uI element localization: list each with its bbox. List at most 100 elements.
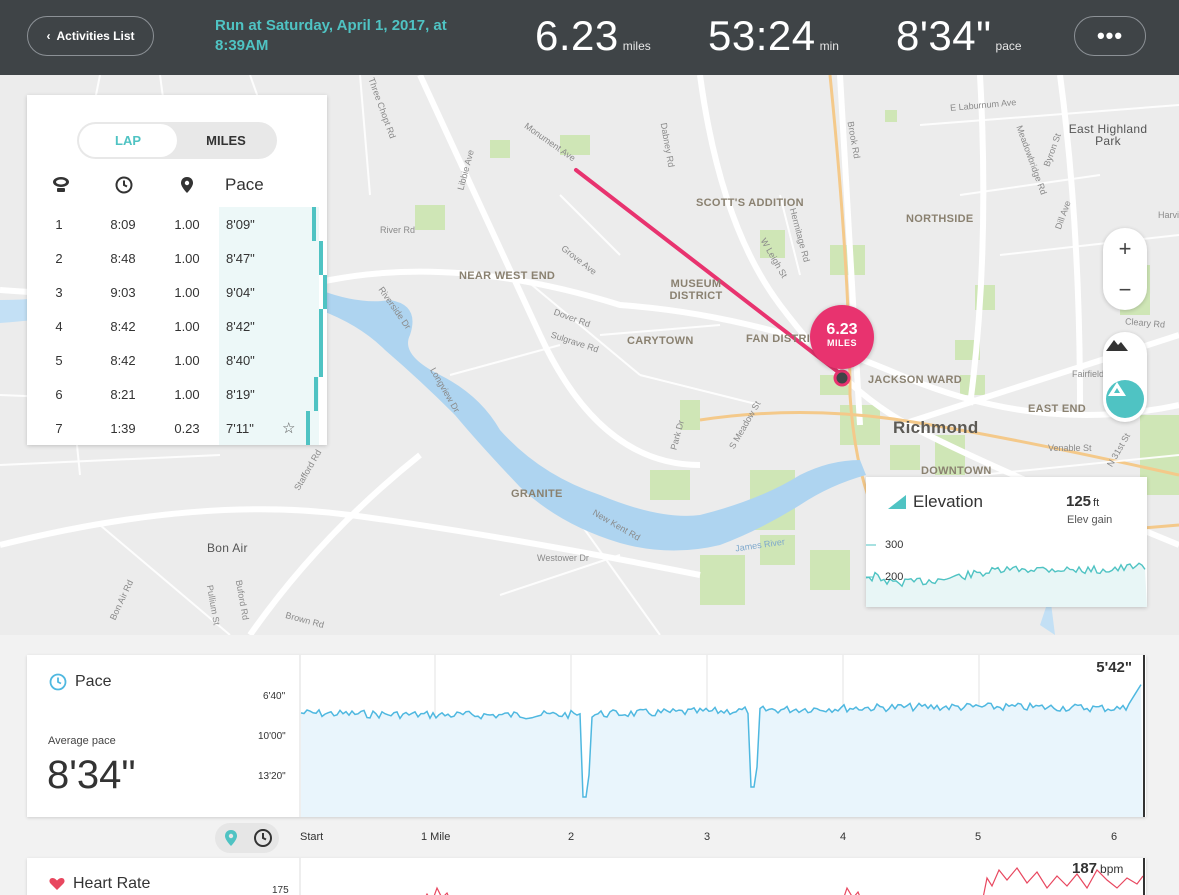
heart-rate-title: Heart Rate — [49, 875, 150, 893]
pace-value: 8'34" — [896, 12, 992, 59]
lap-pace: 8'42" — [219, 309, 319, 343]
distance-time-toggle — [215, 823, 279, 853]
clock-icon — [112, 173, 136, 197]
label-museum-district: MUSEUM DISTRICT — [669, 278, 723, 302]
elevation-gain-value: 125 — [1066, 493, 1092, 510]
heart-rate-max-value: 187 — [1072, 860, 1098, 877]
lap-row[interactable]: 5 8:42 1.00 8'40" — [27, 343, 327, 377]
miles-tab[interactable]: MILES — [206, 133, 246, 148]
lap-distance: 1.00 — [174, 386, 200, 402]
mountain-icon — [1106, 340, 1128, 351]
pace-chart[interactable] — [27, 655, 1146, 817]
duration-unit: min — [819, 39, 839, 53]
x-label-1: 1 Mile — [421, 831, 451, 843]
distance-marker[interactable]: 6.23 MILES — [810, 305, 874, 369]
x-label-start: Start — [300, 831, 324, 843]
lap-pace: 7'11" — [219, 411, 319, 445]
lap-distance: 1.00 — [174, 318, 200, 334]
elevation-tick-200: 200 — [885, 571, 904, 583]
lap-distance: 1.00 — [174, 216, 200, 232]
lap-distance: 1.00 — [174, 284, 200, 300]
clock-icon — [254, 829, 272, 847]
marker-distance-unit: MILES — [826, 338, 857, 348]
elevation-chart — [866, 544, 1147, 607]
label-northside: NORTHSIDE — [906, 213, 974, 225]
lap-pace-bar — [319, 241, 323, 275]
label-jackson-ward: JACKSON WARD — [868, 374, 963, 386]
lap-time: 8:09 — [110, 216, 136, 232]
label-richmond: Richmond — [893, 418, 979, 437]
label-east-highland-park: East Highland Park — [1068, 122, 1148, 148]
elevation-gain: 125 ft — [1066, 493, 1099, 510]
lap-number: 7 — [55, 420, 63, 436]
street-fairfield: Fairfield — [1072, 369, 1105, 379]
lap-stopwatch-icon — [49, 173, 73, 197]
activity-header: ‹ Activities List Run at Saturday, April… — [0, 0, 1179, 75]
pace-ytick-0: 6'40" — [263, 691, 286, 702]
zoom-in-button[interactable]: + — [1118, 235, 1132, 261]
street-river: River Rd — [380, 225, 416, 235]
lap-pace-bar — [319, 343, 323, 377]
x-label-2: 2 — [568, 831, 575, 843]
distance-axis-button[interactable] — [219, 826, 243, 850]
elevation-marker-icon — [1108, 382, 1126, 396]
lap-time: 8:42 — [110, 352, 136, 368]
label-fan-district: FAN DISTRI — [746, 333, 811, 345]
lap-time: 1:39 — [110, 420, 136, 436]
marker-distance-value: 6.23 — [826, 321, 858, 338]
heart-rate-chart[interactable] — [27, 858, 1146, 895]
lap-tab[interactable]: LAP — [79, 124, 177, 157]
heart-rate-max-unit: bpm — [1100, 862, 1124, 876]
label-carytown: CARYTOWN — [627, 335, 694, 347]
lap-pace: 8'47" — [219, 241, 319, 275]
lap-pace: 9'04" — [219, 275, 319, 309]
pace-max-value: 5'42" — [1096, 659, 1132, 676]
duration-value: 53:24 — [708, 12, 816, 59]
lap-pace: 8'09" — [219, 207, 319, 241]
lap-row[interactable]: 7 1:39 0.23 7'11" ☆ — [27, 411, 327, 445]
pace-chart-title: Pace — [49, 673, 111, 691]
lap-row[interactable]: 4 8:42 1.00 8'42" — [27, 309, 327, 343]
lap-time: 8:48 — [110, 250, 136, 266]
star-icon[interactable]: ☆ — [282, 420, 296, 437]
heart-icon — [49, 878, 65, 890]
pace-chart-card: Pace Average pace 8'34" 6'40" 10'00" 13'… — [27, 655, 1146, 817]
run-title: Run at Saturday, April 1, 2017, at 8:39A… — [215, 17, 447, 54]
street-westower: Westower Dr — [537, 553, 589, 563]
lap-row[interactable]: 6 8:21 1.00 8'19" — [27, 377, 327, 411]
elevation-icon — [888, 495, 906, 509]
label-downtown: DOWNTOWN — [921, 465, 992, 477]
pace-stat: 8'34" pace — [896, 12, 1022, 60]
zoom-out-button[interactable]: − — [1118, 276, 1132, 302]
lap-pace: 8'19" — [219, 377, 319, 411]
elevation-tick-300: 300 — [885, 539, 904, 551]
lap-number: 2 — [55, 250, 63, 266]
elevation-panel: Elevation 125 ft Elev gain 300 200 — [866, 477, 1147, 607]
label-east-end: EAST END — [1028, 403, 1087, 415]
lap-number: 3 — [55, 284, 63, 300]
x-label-4: 4 — [840, 831, 847, 843]
distance-value: 6.23 — [535, 12, 619, 59]
elevation-layer-button[interactable] — [1106, 380, 1144, 418]
activities-list-button[interactable]: ‹ Activities List — [27, 16, 154, 56]
lap-row[interactable]: 3 9:03 1.00 9'04" — [27, 275, 327, 309]
lap-pace-bar — [306, 411, 310, 445]
laps-panel: LAP MILES Pace 1 8:09 1.00 8'09" 2 8:48 1.00 8'… — [27, 95, 327, 445]
lap-pace: 8'40" — [219, 343, 319, 377]
distance-unit: miles — [622, 39, 651, 53]
label-scotts-addition: SCOTT'S ADDITION — [696, 197, 804, 209]
label-near-west-end: NEAR WEST END — [459, 270, 556, 282]
heart-rate-title-text: Heart Rate — [73, 875, 151, 892]
route-end-dot — [833, 369, 851, 387]
pace-chart-title-text: Pace — [75, 673, 112, 690]
terrain-layer-button[interactable] — [1106, 337, 1144, 375]
time-axis-button[interactable] — [251, 826, 275, 850]
street-harvie: Harvi — [1158, 210, 1179, 220]
more-options-button[interactable]: ••• — [1074, 16, 1146, 56]
duration-stat: 53:24 min — [708, 12, 839, 60]
lap-row[interactable]: 2 8:48 1.00 8'47" — [27, 241, 327, 275]
lap-pace-bar — [312, 207, 316, 241]
lap-pace-bar — [314, 377, 318, 411]
lap-pace-bar — [319, 309, 323, 343]
lap-row[interactable]: 1 8:09 1.00 8'09" — [27, 207, 327, 241]
